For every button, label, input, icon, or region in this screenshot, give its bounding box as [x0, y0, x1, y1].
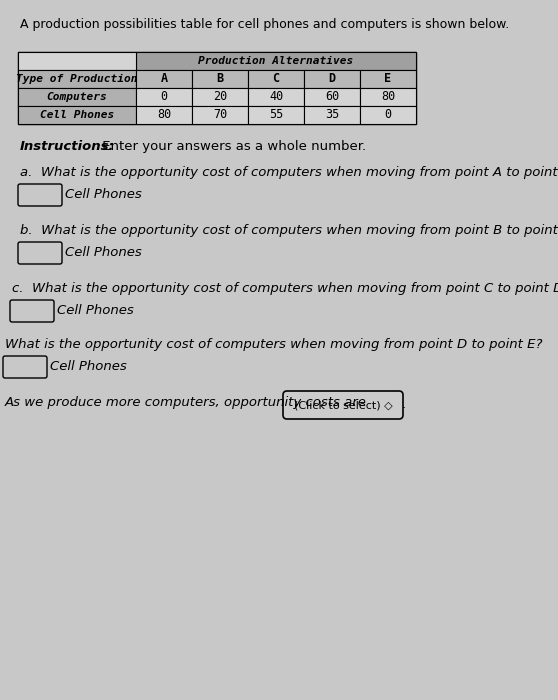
Bar	[192, 70, 248, 88]
Bar	[360, 70, 416, 88]
Text: Cell Phones: Cell Phones	[57, 304, 134, 318]
Text: C: C	[272, 73, 280, 85]
Bar	[18, 52, 136, 70]
Text: B: B	[217, 73, 224, 85]
Text: (Click to select) ◇: (Click to select) ◇	[294, 400, 392, 410]
Text: What is the opportunity cost of computers when moving from point D to point E?: What is the opportunity cost of computer…	[5, 338, 542, 351]
Text: 35: 35	[325, 108, 339, 122]
Bar	[192, 106, 248, 124]
Text: 60: 60	[325, 90, 339, 104]
Bar	[18, 52, 416, 124]
FancyBboxPatch shape	[10, 300, 54, 322]
Text: 80: 80	[157, 108, 171, 122]
Bar	[360, 106, 416, 124]
Bar	[136, 52, 416, 70]
Bar	[136, 70, 192, 88]
Text: 0: 0	[161, 90, 167, 104]
Text: .: .	[402, 398, 406, 412]
Text: 40: 40	[269, 90, 283, 104]
Bar	[248, 88, 304, 106]
Bar	[136, 106, 192, 124]
FancyBboxPatch shape	[3, 356, 47, 378]
FancyBboxPatch shape	[18, 242, 62, 264]
Text: A: A	[161, 73, 167, 85]
Bar	[248, 106, 304, 124]
Text: 0: 0	[384, 108, 392, 122]
Text: c.  What is the opportunity cost of computers when moving from point C to point : c. What is the opportunity cost of compu…	[12, 282, 558, 295]
Bar	[192, 88, 248, 106]
Bar	[304, 88, 360, 106]
Bar	[18, 106, 136, 124]
Text: E: E	[384, 73, 392, 85]
Text: Cell Phones: Cell Phones	[65, 188, 142, 202]
Text: a.  What is the opportunity cost of computers when moving from point A to point : a. What is the opportunity cost of compu…	[20, 166, 558, 179]
Text: 55: 55	[269, 108, 283, 122]
Bar	[18, 88, 136, 106]
Text: 20: 20	[213, 90, 227, 104]
Bar	[248, 70, 304, 88]
Text: Enter your answers as a whole number.: Enter your answers as a whole number.	[98, 140, 366, 153]
FancyBboxPatch shape	[18, 184, 62, 206]
Text: Cell Phones: Cell Phones	[65, 246, 142, 260]
Bar	[360, 88, 416, 106]
Text: D: D	[329, 73, 335, 85]
FancyBboxPatch shape	[283, 391, 403, 419]
Text: Cell Phones: Cell Phones	[40, 110, 114, 120]
Bar	[136, 88, 192, 106]
Text: b.  What is the opportunity cost of computers when moving from point B to point : b. What is the opportunity cost of compu…	[20, 224, 558, 237]
Text: Computers: Computers	[47, 92, 107, 102]
Text: Type of Production: Type of Production	[16, 74, 138, 84]
Text: 80: 80	[381, 90, 395, 104]
Text: Production Alternatives: Production Alternatives	[199, 56, 354, 66]
Bar	[18, 70, 136, 88]
Text: As we produce more computers, opportunity costs are: As we produce more computers, opportunit…	[5, 396, 371, 409]
Text: 70: 70	[213, 108, 227, 122]
Bar	[304, 70, 360, 88]
Text: A production possibilities table for cell phones and computers is shown below.: A production possibilities table for cel…	[20, 18, 509, 31]
Text: Instructions:: Instructions:	[20, 140, 115, 153]
Text: Cell Phones: Cell Phones	[50, 360, 127, 374]
Bar	[304, 106, 360, 124]
